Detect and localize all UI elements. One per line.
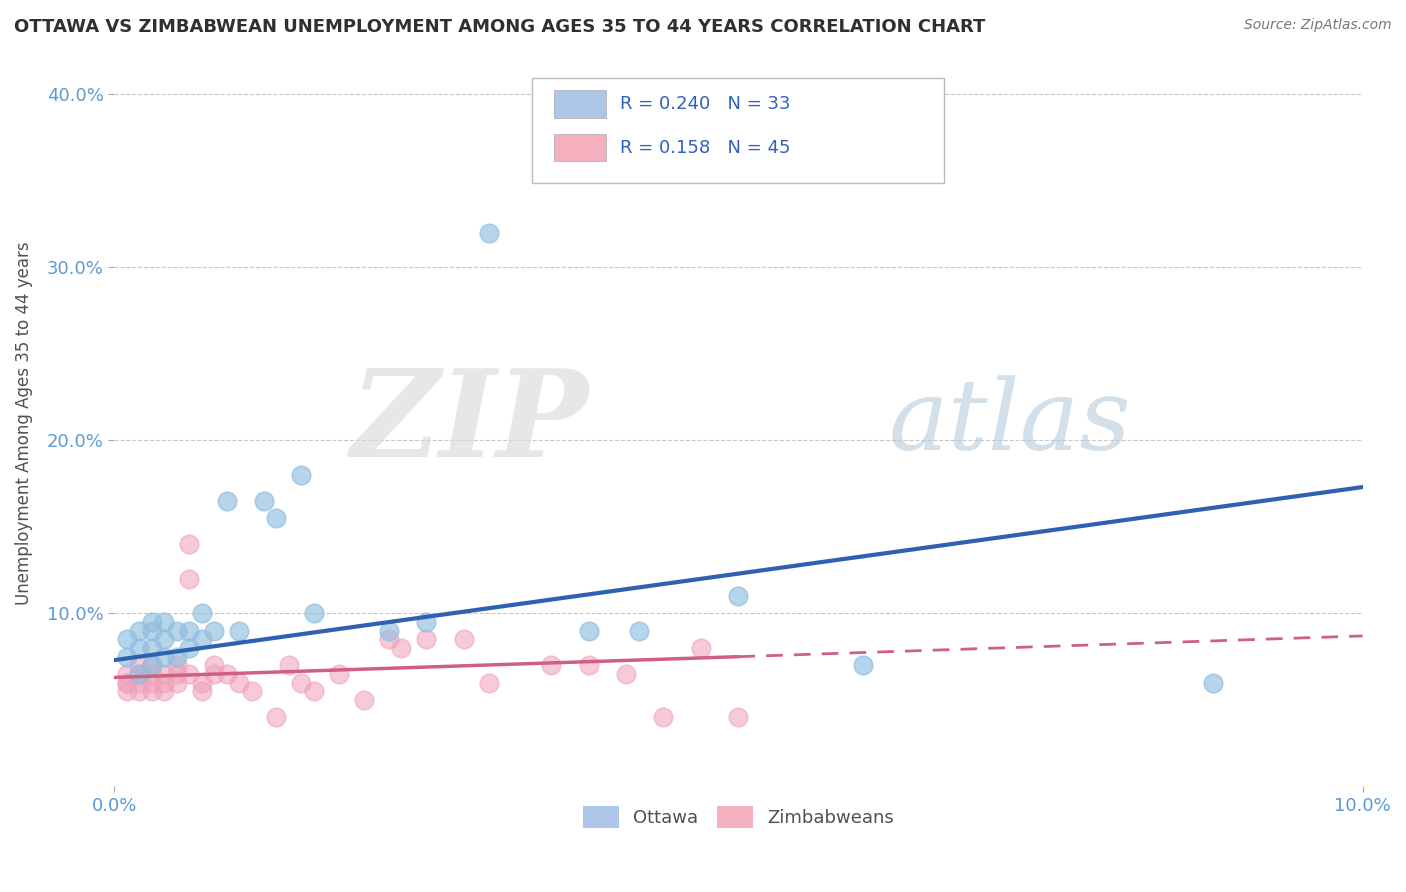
Point <box>153 675 176 690</box>
Point <box>153 632 176 647</box>
Point <box>202 667 225 681</box>
Point <box>478 675 501 690</box>
Point <box>278 658 301 673</box>
FancyBboxPatch shape <box>554 134 606 161</box>
Point <box>166 675 188 690</box>
Point <box>128 658 150 673</box>
Point <box>690 640 713 655</box>
Point <box>202 624 225 638</box>
Point <box>1202 675 1225 690</box>
Point <box>266 710 288 724</box>
Legend: Ottawa, Zimbabweans: Ottawa, Zimbabweans <box>575 799 901 836</box>
Point <box>141 667 163 681</box>
Point <box>128 684 150 698</box>
Point <box>578 624 600 638</box>
Point <box>153 684 176 698</box>
Point <box>141 640 163 655</box>
Point <box>128 624 150 638</box>
Point <box>290 467 312 482</box>
Point <box>652 710 675 724</box>
Point <box>166 658 188 673</box>
Point <box>253 494 276 508</box>
Point <box>290 675 312 690</box>
Point <box>852 658 875 673</box>
Point <box>378 624 401 638</box>
Point <box>177 640 200 655</box>
Point <box>302 607 325 621</box>
Point <box>302 684 325 698</box>
Point <box>415 615 437 629</box>
Point <box>115 667 138 681</box>
Point <box>353 693 375 707</box>
Point <box>727 589 749 603</box>
Point <box>190 684 212 698</box>
Point <box>415 632 437 647</box>
Point <box>166 649 188 664</box>
Point <box>540 658 562 673</box>
Point <box>215 667 238 681</box>
Point <box>190 607 212 621</box>
Point <box>128 667 150 681</box>
Point <box>478 226 501 240</box>
Point <box>228 675 250 690</box>
Point <box>141 684 163 698</box>
Text: R = 0.240   N = 33: R = 0.240 N = 33 <box>620 95 790 113</box>
Point <box>228 624 250 638</box>
Point <box>128 675 150 690</box>
Point <box>190 632 212 647</box>
Point <box>389 640 412 655</box>
Point <box>141 658 163 673</box>
Point <box>378 632 401 647</box>
Point <box>141 615 163 629</box>
Point <box>115 632 138 647</box>
Point <box>141 675 163 690</box>
FancyBboxPatch shape <box>533 78 945 183</box>
FancyBboxPatch shape <box>554 90 606 118</box>
Point <box>128 640 150 655</box>
Point <box>190 675 212 690</box>
Text: atlas: atlas <box>889 376 1130 471</box>
Point <box>115 675 138 690</box>
Point <box>727 710 749 724</box>
Point <box>141 624 163 638</box>
Point <box>240 684 263 698</box>
Point <box>453 632 475 647</box>
Point <box>153 649 176 664</box>
Text: R = 0.158   N = 45: R = 0.158 N = 45 <box>620 138 790 157</box>
Point <box>115 675 138 690</box>
Point <box>614 667 637 681</box>
Text: OTTAWA VS ZIMBABWEAN UNEMPLOYMENT AMONG AGES 35 TO 44 YEARS CORRELATION CHART: OTTAWA VS ZIMBABWEAN UNEMPLOYMENT AMONG … <box>14 18 986 36</box>
Point <box>153 615 176 629</box>
Point <box>166 667 188 681</box>
Point <box>266 511 288 525</box>
Point <box>215 494 238 508</box>
Point <box>177 537 200 551</box>
Text: Source: ZipAtlas.com: Source: ZipAtlas.com <box>1244 18 1392 32</box>
Point <box>328 667 350 681</box>
Point <box>115 649 138 664</box>
Y-axis label: Unemployment Among Ages 35 to 44 years: Unemployment Among Ages 35 to 44 years <box>15 241 32 605</box>
Point <box>177 572 200 586</box>
Point <box>177 667 200 681</box>
Point <box>177 624 200 638</box>
Point <box>627 624 650 638</box>
Point <box>202 658 225 673</box>
Text: ZIP: ZIP <box>350 364 589 483</box>
Point <box>153 667 176 681</box>
Point <box>166 624 188 638</box>
Point <box>128 667 150 681</box>
Point <box>115 684 138 698</box>
Point <box>578 658 600 673</box>
Point <box>141 658 163 673</box>
